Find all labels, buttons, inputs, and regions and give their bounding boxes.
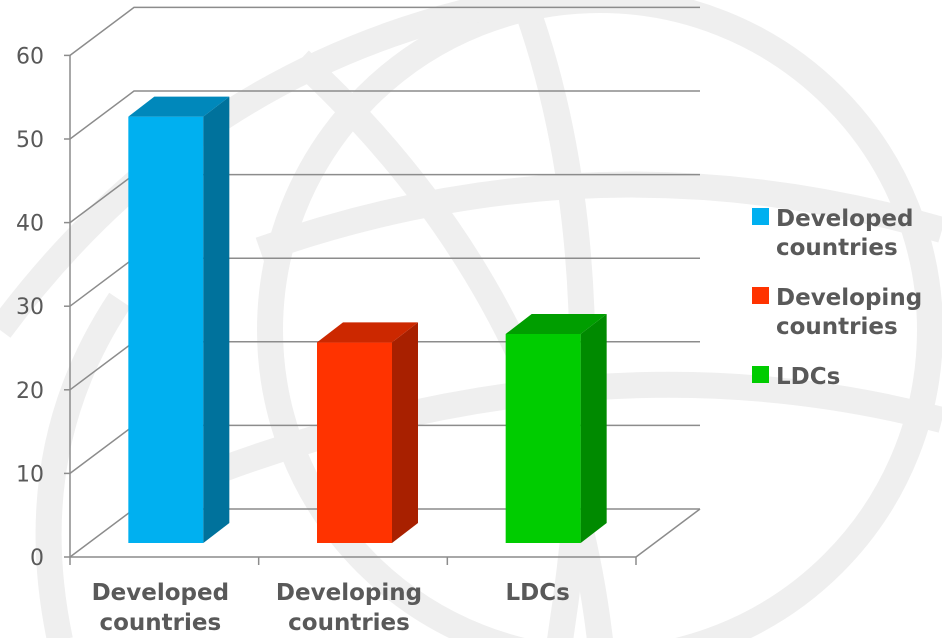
x-category-label: Developed xyxy=(92,580,230,606)
legend: Developed countries Developing countries LDC… xyxy=(752,206,922,390)
bars xyxy=(128,96,607,543)
legend-label: Developed xyxy=(776,206,914,232)
legend-swatch xyxy=(752,287,769,304)
y-tick-label: 10 xyxy=(16,462,44,487)
x-category-label: countries xyxy=(99,610,221,636)
bar-side xyxy=(392,322,418,543)
legend-label: LDCs xyxy=(776,364,840,390)
x-category-label: countries xyxy=(288,610,410,636)
y-tick-label: 40 xyxy=(16,212,44,237)
bar-front xyxy=(505,334,581,543)
legend-swatch xyxy=(752,208,769,225)
bar-top xyxy=(317,322,418,343)
bar-front xyxy=(128,116,204,543)
bar xyxy=(128,96,230,543)
bar xyxy=(505,314,607,543)
x-category-label: Developing xyxy=(276,580,422,606)
y-tick-label: 30 xyxy=(16,295,44,320)
bar xyxy=(317,322,418,543)
gridline xyxy=(69,90,700,140)
legend-swatch xyxy=(752,366,769,383)
bar-side xyxy=(203,96,230,543)
y-tick-label: 50 xyxy=(16,128,44,153)
x-category-label: LDCs xyxy=(506,580,570,606)
legend-label: Developing xyxy=(776,285,922,311)
y-tick-label: 0 xyxy=(30,546,44,571)
axes xyxy=(64,54,637,565)
y-tick-label: 60 xyxy=(16,44,44,69)
bar-top xyxy=(128,96,230,117)
y-tick-label: 20 xyxy=(16,379,44,404)
bar-side xyxy=(580,314,607,543)
gridline xyxy=(69,6,700,56)
legend-label: countries xyxy=(776,314,898,340)
y-axis-tick-labels: 0 10 20 30 40 50 60 xyxy=(16,44,44,571)
x-axis-category-labels: Developed countries Developing countries LDC… xyxy=(92,580,570,636)
floor-edge xyxy=(635,508,701,558)
bar-top xyxy=(505,314,607,334)
bar-front xyxy=(317,342,392,543)
legend-label: countries xyxy=(776,235,898,261)
